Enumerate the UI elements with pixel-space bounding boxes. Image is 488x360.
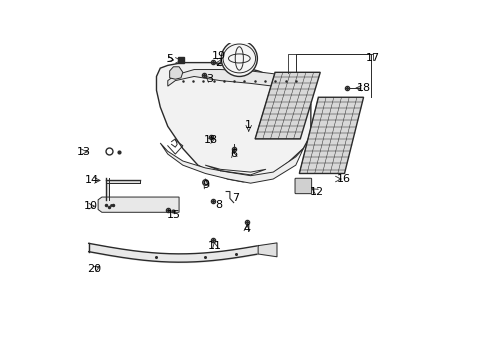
Text: 16: 16 [336,174,350,184]
Text: 17: 17 [365,53,379,63]
Polygon shape [169,67,183,79]
Text: 12: 12 [309,186,323,197]
Text: 8: 8 [215,201,222,210]
Text: 11: 11 [207,240,222,251]
Text: 2: 2 [215,58,222,68]
Polygon shape [258,243,276,257]
Polygon shape [299,97,363,174]
Text: 20: 20 [87,264,101,274]
Text: 1: 1 [244,120,252,130]
Text: 4: 4 [243,224,250,234]
Text: 19: 19 [211,51,225,61]
Text: 5: 5 [166,54,173,64]
Text: 6: 6 [230,149,237,159]
Polygon shape [160,143,303,183]
Text: 18: 18 [356,83,370,93]
Ellipse shape [221,40,257,76]
Text: 13: 13 [77,147,91,157]
FancyBboxPatch shape [294,178,311,194]
Text: 10: 10 [83,201,98,211]
Text: 15: 15 [166,210,180,220]
Text: 18: 18 [203,135,218,145]
Text: 14: 14 [84,175,99,185]
Polygon shape [98,197,179,212]
Text: 9: 9 [202,180,208,190]
Polygon shape [255,72,320,139]
Polygon shape [156,63,310,182]
Polygon shape [167,69,303,92]
Text: 7: 7 [231,193,239,203]
Text: 3: 3 [205,74,212,84]
Polygon shape [105,177,139,200]
